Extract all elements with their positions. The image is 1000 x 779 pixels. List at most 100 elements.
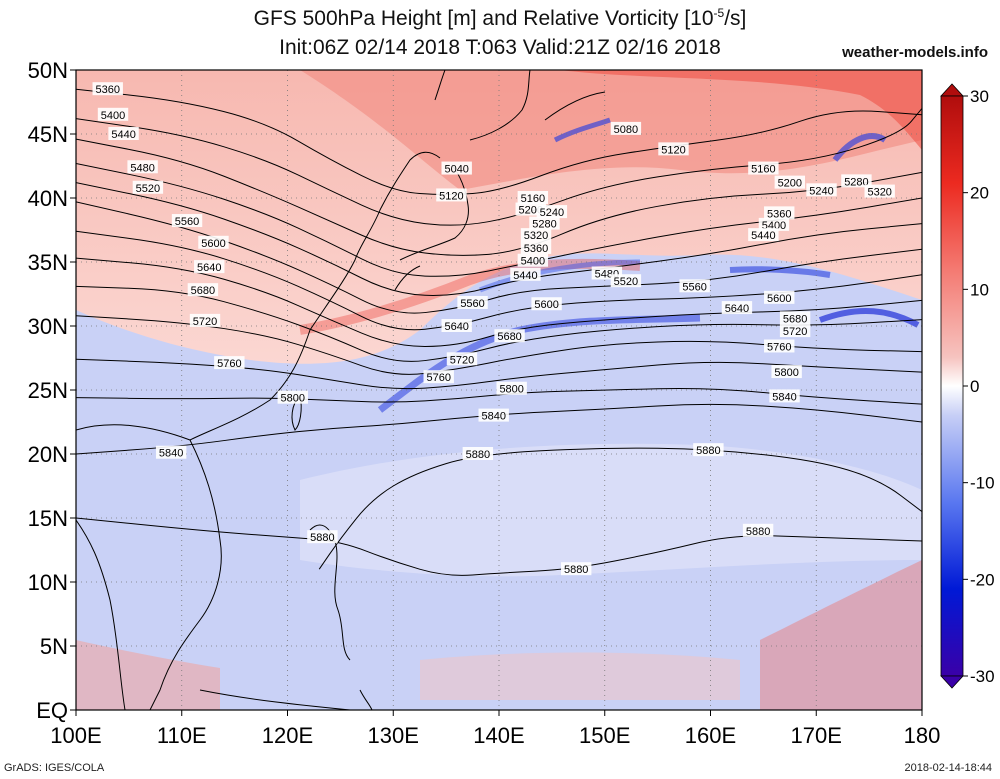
contour-label-box [841, 174, 872, 188]
contour-label: 5200 [778, 178, 802, 190]
contour-label-box [774, 175, 806, 189]
height-contour-line [76, 403, 922, 455]
contour-label: 5120 [661, 144, 685, 156]
contour-label-box [441, 319, 472, 332]
contour-label: 5440 [513, 270, 537, 282]
title-exponent: -5 [713, 6, 725, 20]
longitude-label: 120E [262, 723, 313, 748]
contour-label-box [198, 235, 229, 249]
contour-label-box [748, 161, 779, 175]
contour-label: 5640 [725, 303, 749, 315]
contour-label: 5360 [524, 243, 548, 255]
contour-label: 5720 [783, 326, 807, 338]
contour-label-box [529, 216, 560, 230]
contour-label: 5520 [136, 183, 160, 195]
contour-label: 5760 [767, 341, 791, 353]
longitude-label: 110E [157, 723, 207, 748]
contour-label-box [97, 107, 129, 121]
contour-label-box [779, 324, 811, 338]
colorbar-label: 0 [970, 377, 979, 396]
contour-label-box [132, 180, 164, 194]
contour-label: 5640 [197, 262, 221, 274]
latitude-label: 25N [28, 378, 68, 403]
contour-label: 5160 [521, 193, 545, 205]
latitude-label: 45N [28, 122, 68, 147]
map-title-line1: GFS 500hPa Height [m] and Relative Vorti… [253, 6, 747, 30]
contour-label: 5680 [497, 331, 521, 343]
contour-label: 5480 [130, 162, 154, 174]
longitude-label: 130E [368, 723, 419, 748]
contour-label-box [693, 443, 724, 457]
contour-label-box [478, 408, 509, 422]
contour-label: 5360 [767, 208, 791, 220]
height-contour-line [76, 138, 922, 256]
contour-label-box [517, 253, 549, 267]
colorbar-label: -20 [970, 570, 995, 589]
contour-label: 5760 [217, 358, 241, 370]
contour-label-box [806, 183, 837, 197]
contour-label-box [764, 339, 795, 353]
contour-label-box [610, 274, 642, 288]
latitude-label: 50N [28, 58, 68, 83]
contour-label-box [721, 301, 753, 315]
latitude-labels: EQ 5N 10N 15N 20N 25N 30N 35N 40N 45N 50N [28, 58, 76, 723]
contour-label: 5240 [540, 207, 564, 219]
height-contour-line [76, 162, 922, 277]
longitude-label: 180 [904, 723, 941, 748]
latitude-label: 40N [28, 186, 68, 211]
height-contour-line [76, 285, 922, 362]
contour-label-box [758, 217, 790, 231]
contour-label: 5400 [521, 256, 545, 268]
contour-label: 5320 [867, 187, 891, 199]
contour-label-box [764, 290, 795, 304]
contour-label: 5880 [746, 526, 770, 538]
contour-label-box [108, 127, 139, 140]
contour-label-box [277, 390, 308, 404]
contour-label-box [742, 523, 774, 537]
contour-label: 5080 [614, 124, 638, 136]
contour-label-box [779, 311, 811, 325]
contour-label: 5320 [524, 230, 548, 242]
contour-label: 5680 [783, 313, 807, 325]
height-contour-line [76, 358, 922, 390]
contour-label-box [610, 121, 642, 135]
contour-label: 5640 [444, 321, 468, 333]
contour-label: 5600 [201, 238, 225, 250]
contour-label-box [155, 445, 187, 459]
contour-label: 5760 [426, 372, 450, 384]
contour-label-box [496, 381, 527, 395]
vorticity-colorbar: 30 20 10 0 -10 -20 -30 [940, 83, 995, 689]
contour-label-box [510, 267, 541, 281]
contour-label-box [441, 161, 472, 175]
contour-label: 5360 [95, 84, 119, 96]
latitude-label: 10N [28, 570, 68, 595]
contour-label: 5120 [439, 190, 463, 202]
latitude-label: 5N [40, 634, 68, 659]
contour-label-box [679, 279, 710, 293]
contour-label: 5840 [159, 448, 183, 460]
contour-label-box [771, 365, 802, 379]
contour-label: 5280 [844, 176, 868, 188]
contour-label-box [748, 228, 779, 242]
colorbar-label: 10 [970, 280, 989, 299]
longitude-label: 100E [50, 723, 101, 748]
contour-label: 5280 [532, 219, 556, 231]
contour-label: 5160 [751, 164, 775, 176]
colorbar-label: 20 [970, 184, 989, 203]
contour-label: 5680 [191, 285, 215, 297]
contour-label: 5560 [682, 281, 706, 293]
height-contour-line [318, 447, 922, 570]
colorbar-label: 30 [970, 87, 989, 106]
contour-label-box [187, 283, 219, 297]
height-contour-line [76, 230, 922, 331]
contour-label: 5880 [696, 445, 720, 457]
contour-label: 5800 [499, 384, 523, 396]
contour-label: 5040 [444, 164, 468, 176]
contour-label: 5880 [310, 532, 334, 544]
software-credit: GrADS: IGES/COLA [4, 762, 105, 774]
longitude-label: 160E [685, 723, 736, 748]
contour-label-box [127, 160, 158, 174]
map-title-line2: Init:06Z 02/14 2018 T:063 Valid:21Z 02/1… [279, 36, 721, 59]
contour-label-box [520, 228, 552, 242]
